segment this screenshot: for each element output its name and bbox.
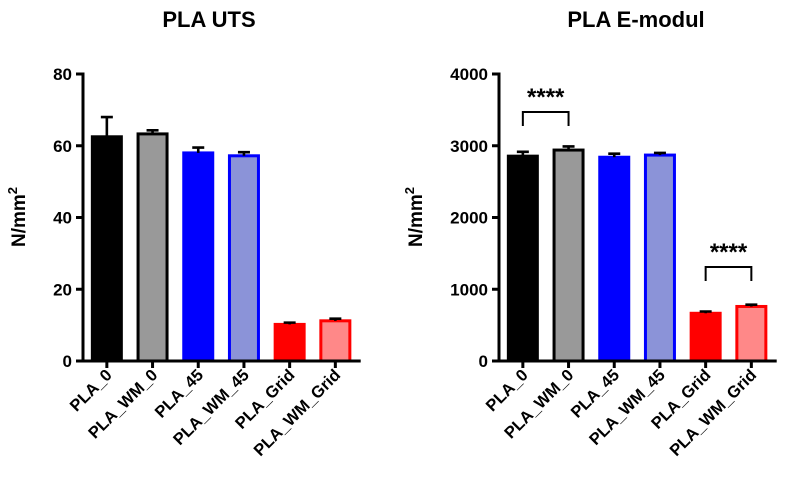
emodul-axes	[497, 72, 777, 363]
uts-y-tick-label-2: 20	[53, 280, 72, 299]
emodul-bar-5	[689, 311, 722, 363]
uts-x-tick-label-6: PLA_WM_Grid	[250, 366, 344, 460]
uts-bar-6	[319, 319, 352, 363]
uts-y-axis-label-superscript: 2	[5, 187, 20, 194]
emodul-y-tick-label-2: 1000	[450, 280, 488, 299]
uts-y-tick-label-4: 60	[53, 137, 72, 156]
uts-y-tick-label-5: 80	[53, 65, 72, 84]
emodul-significance-bracket-1	[521, 111, 570, 126]
emodul-error-bar-2	[562, 145, 575, 151]
uts-bar-3	[182, 151, 215, 363]
emodul-bar-1	[506, 154, 539, 363]
uts-error-bar-1	[100, 115, 113, 137]
emodul-significance-bracket-2	[704, 266, 753, 281]
emodul-y-tick-label-5: 4000	[450, 65, 488, 84]
uts-y-tick-label-1: 0	[63, 352, 72, 371]
emodul-y-tick-label-1: 0	[479, 352, 488, 371]
uts-chart-title: PLA UTS	[162, 7, 255, 32]
emodul-y-axis-label: N/mm2	[402, 187, 427, 247]
uts-marks: 020406080PLA_0PLA_WM_0PLA_45PLA_WM_45PLA…	[53, 65, 361, 460]
uts-bar-4	[227, 154, 260, 363]
emodul-y-tick-label-3: 2000	[450, 209, 488, 228]
emodul-bar-2	[552, 148, 585, 363]
uts-bar-5	[273, 322, 306, 363]
emodul-error-bar-6	[745, 303, 758, 307]
emodul-significance-label-1: ****	[527, 84, 565, 111]
emodul-significance-label-2: ****	[710, 239, 748, 266]
emodul-error-bar-1	[516, 150, 529, 157]
emodul-error-bar-5	[699, 310, 712, 314]
uts-y-tick-label-3: 40	[53, 209, 72, 228]
uts-chart: PLA UTS N/mm2 020406080PLA_0PLA_WM_0PLA_…	[5, 7, 361, 460]
uts-error-bar-2	[146, 129, 159, 134]
emodul-chart-title: PLA E-modul	[567, 7, 704, 32]
emodul-bar-3	[598, 155, 631, 363]
uts-error-bar-3	[192, 146, 205, 153]
emodul-y-tick-label-4: 3000	[450, 137, 488, 156]
uts-axes	[81, 72, 361, 363]
uts-bar-2	[136, 132, 169, 363]
emodul-error-bar-3	[608, 152, 621, 158]
emodul-x-tick-label-6: PLA_WM_Grid	[666, 366, 760, 460]
emodul-y-axis-label-superscript: 2	[402, 187, 417, 194]
emodul-bar-6	[735, 304, 768, 363]
uts-bar-1	[90, 135, 123, 363]
uts-error-bar-6	[329, 317, 342, 321]
emodul-bar-4	[643, 153, 676, 363]
uts-error-bar-5	[283, 321, 296, 325]
emodul-error-bar-4	[653, 151, 666, 156]
uts-error-bar-4	[237, 150, 250, 156]
emodul-chart: PLA E-modul N/mm2 01000200030004000PLA_0…	[402, 7, 777, 460]
uts-y-axis-label: N/mm2	[5, 187, 30, 247]
emodul-marks: 01000200030004000PLA_0PLA_WM_0PLA_45PLA_…	[450, 65, 777, 460]
